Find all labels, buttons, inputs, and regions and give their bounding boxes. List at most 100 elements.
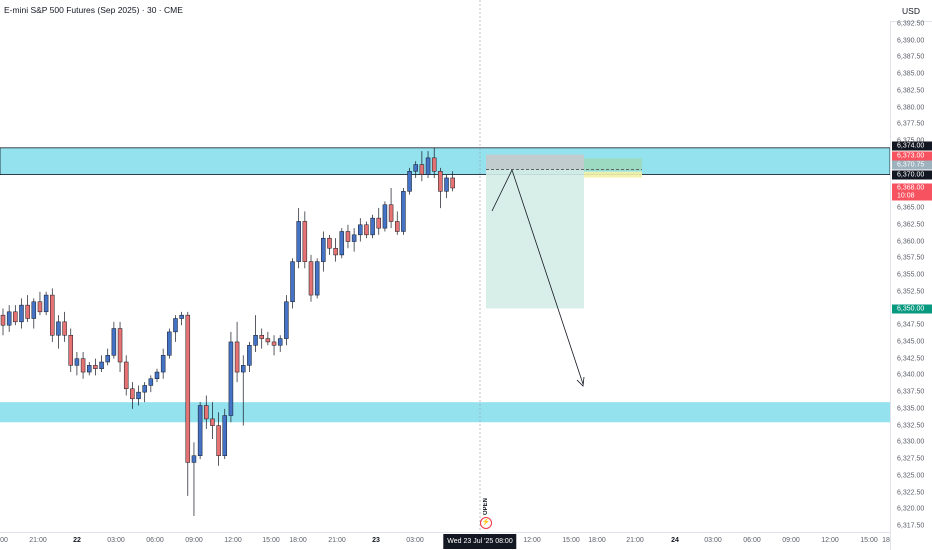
candle[interactable] [130,382,135,409]
candle[interactable] [19,298,24,329]
candle[interactable] [222,408,228,460]
candle[interactable] [431,147,437,178]
candle[interactable] [179,311,184,326]
candle[interactable] [321,231,326,272]
candle[interactable] [228,331,234,423]
candle[interactable] [50,288,55,342]
candle[interactable] [290,258,295,309]
candle-body [277,338,283,346]
candle[interactable] [425,151,431,178]
candle-body [136,391,141,400]
candle[interactable] [382,201,388,232]
candle[interactable] [210,402,215,439]
candle[interactable] [86,362,92,376]
candle[interactable] [56,315,61,349]
projection-path[interactable] [491,168,584,385]
candle[interactable] [80,351,86,379]
candle[interactable] [148,375,154,393]
candle[interactable] [31,298,37,329]
candle-body [37,301,43,313]
candle-body [247,345,252,366]
candle[interactable] [265,331,271,346]
candle[interactable] [167,328,172,359]
time-scale[interactable]: 00 21:00 22 03:00 06:00 09:00 12:00 15:00 18:00 2… [0,532,890,550]
candle[interactable] [154,368,160,383]
candle-body [407,171,412,192]
candle[interactable] [216,412,221,466]
candle[interactable] [438,167,443,209]
stop-loss-zone[interactable] [486,154,584,170]
candle[interactable] [99,355,104,373]
candle[interactable] [296,208,301,269]
candle[interactable] [284,295,289,346]
candle[interactable] [259,328,264,349]
candle[interactable] [302,211,308,269]
chart-area[interactable]: E-mini S&P 500 Futures (Sep 2025) · 30 ·… [0,0,890,532]
candle[interactable] [401,187,406,235]
candle[interactable] [364,221,369,239]
candle[interactable] [204,395,209,429]
sr-zone[interactable] [0,402,890,423]
candle[interactable] [271,335,277,356]
candle[interactable] [247,341,252,373]
candle[interactable] [314,258,320,299]
candle[interactable] [185,311,191,496]
price-tick-label: 6,365.00 [897,204,925,212]
candle[interactable] [394,211,400,235]
price-tag: 6,370.75 [892,160,932,170]
candle[interactable] [111,321,117,359]
candle[interactable] [388,187,394,229]
candle[interactable] [43,291,49,316]
candle[interactable] [407,167,412,195]
candle[interactable] [93,358,98,376]
candle[interactable] [160,348,166,379]
price-tick-label: 6,362.50 [897,221,925,229]
currency-label[interactable]: USD [890,0,932,22]
candle[interactable] [191,442,197,516]
candle[interactable] [136,385,141,406]
time-tick-label: 12:00 [523,537,541,544]
candle-body [167,331,172,356]
candle[interactable] [376,208,382,235]
candle[interactable] [240,355,246,426]
candle[interactable] [339,228,345,259]
candle[interactable] [277,335,283,352]
price-tick-label: 6,352.50 [897,288,925,296]
price-tick-label: 6,347.50 [897,321,925,329]
candle[interactable] [308,254,314,302]
candle[interactable] [37,291,43,316]
candle[interactable] [234,321,240,383]
candle[interactable] [62,311,67,342]
candle[interactable] [123,355,129,396]
candle[interactable] [358,218,363,242]
candle[interactable] [413,161,418,178]
candle[interactable] [351,228,357,252]
candle[interactable] [0,308,6,336]
candle[interactable] [333,238,338,262]
candle[interactable] [327,234,332,255]
candle-body [204,405,209,420]
lightning-icon[interactable]: ⚡ [480,517,492,529]
candle[interactable] [105,348,110,366]
candle[interactable] [117,321,123,373]
candle-body [173,318,178,333]
candle[interactable] [419,151,425,182]
candle[interactable] [68,328,74,373]
candle[interactable] [173,315,178,342]
candle[interactable] [370,214,375,239]
candle[interactable] [13,305,18,326]
candle[interactable] [25,295,30,322]
price-chart[interactable] [0,0,890,532]
candle[interactable] [253,315,258,352]
candle[interactable] [450,171,455,192]
candle[interactable] [142,382,147,403]
price-tick-label: 6,355.00 [897,271,925,279]
candle[interactable] [444,174,449,199]
price-scale[interactable]: USD 6,392.50 6,390.00 6,387.50 6,385.00 6,38… [890,0,932,550]
candle[interactable] [6,305,12,332]
price-tick-label: 6,357.50 [897,254,925,262]
candle[interactable] [74,351,80,376]
sr-zone[interactable] [0,147,890,175]
candle[interactable] [345,224,351,249]
candle[interactable] [197,402,203,460]
